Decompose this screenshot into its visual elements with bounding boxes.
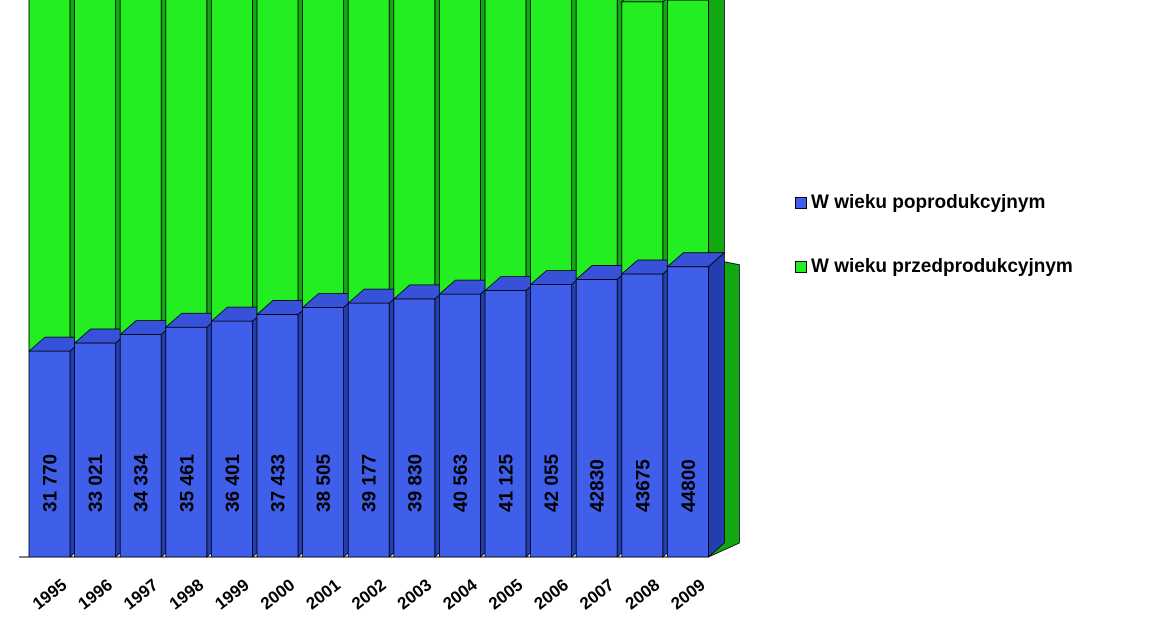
data-label-popro-1998: 35 461 (177, 453, 198, 512)
data-label-popro-2009: 44800 (679, 459, 700, 512)
x-tick-2007: 2007 (576, 575, 618, 613)
legend-swatch-poprodukcyjny (795, 197, 807, 209)
legend-swatch-przedprodukcyjny (795, 261, 807, 273)
bar-przed-2000 (256, 0, 299, 315)
x-tick-1998: 1998 (166, 575, 208, 613)
data-label-popro-2005: 41 125 (497, 453, 518, 512)
data-label-popro-2007: 42830 (588, 459, 609, 512)
data-label-popro-1995: 31 770 (41, 454, 62, 512)
data-label-popro-2004: 40 563 (451, 454, 472, 512)
bar-popro-2000 (256, 314, 299, 558)
bar-popro-2005 (484, 290, 527, 558)
data-label-popro-2001: 38 505 (314, 453, 335, 512)
bar-popro-2007 (575, 279, 618, 558)
x-tick-1996: 1996 (75, 575, 117, 613)
bar-przed-2003 (393, 0, 436, 300)
x-tick-2006: 2006 (531, 575, 573, 613)
data-label-popro-2008: 43675 (633, 459, 654, 512)
bar-przed-2006 (530, 0, 572, 285)
bar-przed-2004 (438, 0, 481, 295)
x-tick-2005: 2005 (485, 575, 527, 613)
bar-przed-2005 (484, 0, 527, 291)
bar-przed-2007 (575, 0, 618, 280)
data-label-popro-2003: 39 830 (405, 454, 426, 512)
data-labels-layer: 31 77069 60833 02167 59434 33465 33035 4… (41, 453, 700, 512)
bar-popro-2003 (393, 298, 436, 558)
legend-item-poprodukcyjny: W wieku poprodukcyjnym (795, 190, 1073, 216)
x-tick-2009: 2009 (667, 575, 709, 613)
x-tick-2003: 2003 (394, 575, 436, 613)
bar-przed-2008 (621, 1, 664, 275)
bar-popro-2008 (621, 273, 664, 558)
bar-przed-1999 (210, 0, 253, 322)
bar-przed-1998 (165, 0, 208, 328)
x-tick-2001: 2001 (303, 575, 345, 613)
x-tick-1995: 1995 (29, 575, 71, 613)
bar-przed-1997 (119, 0, 162, 335)
x-tick-2004: 2004 (439, 575, 481, 614)
bar-popro-2006 (530, 284, 572, 558)
legend-label-poprodukcyjny: W wieku poprodukcyjnym (811, 192, 1046, 213)
bar-przed-2001 (302, 0, 345, 308)
bar-popro-1998 (165, 326, 208, 558)
data-label-popro-1999: 36 401 (223, 453, 244, 512)
bar-popro-1999 (210, 320, 253, 558)
x-tick-2000: 2000 (257, 575, 299, 613)
data-label-popro-2002: 39 177 (360, 454, 381, 512)
bar-popro-1997 (119, 334, 162, 558)
bar-stack-2005 (483, 0, 544, 558)
x-tick-2008: 2008 (622, 575, 664, 613)
bar-stack-2009 (666, 0, 726, 558)
bar-przed-1995 (28, 0, 71, 352)
data-label-popro-1996: 33 021 (86, 453, 107, 512)
bar-side-popro-2009 (708, 251, 725, 558)
data-label-popro-1997: 34 334 (132, 453, 153, 512)
legend: W wieku poprodukcyjnym W wieku przedprod… (795, 190, 1073, 318)
x-tick-1999: 1999 (211, 575, 253, 613)
bar-popro-1996 (74, 342, 116, 558)
legend-item-przedprodukcyjny: W wieku przedprodukcyjnym (795, 254, 1073, 280)
bar-popro-2004 (438, 293, 481, 558)
bar-przed-2002 (347, 0, 390, 304)
bar-top-popro-2009 (666, 252, 726, 268)
bar-top-przed-2008 (620, 0, 666, 3)
bar-przed-2009 (667, 0, 709, 268)
x-tick-1997: 1997 (120, 575, 162, 613)
bar-stack-1997 (119, 0, 179, 558)
bar-popro-2002 (347, 302, 390, 558)
bar-przed-1996 (74, 0, 116, 344)
bar-side-przed-2009 (708, 0, 725, 268)
x-tick-2002: 2002 (348, 575, 390, 613)
bars-layer (27, 0, 726, 558)
data-label-popro-2000: 37 433 (269, 454, 290, 512)
bar-popro-2001 (302, 307, 345, 558)
legend-label-przedprodukcyjny: W wieku przedprodukcyjnym (811, 256, 1073, 277)
bar-popro-2009 (667, 266, 709, 558)
data-label-popro-2006: 42 055 (542, 453, 563, 512)
x-axis-tick-labels: 1995 1996 1997 1998 1999 2000 2001 2002 2003 2004… (29, 575, 709, 614)
